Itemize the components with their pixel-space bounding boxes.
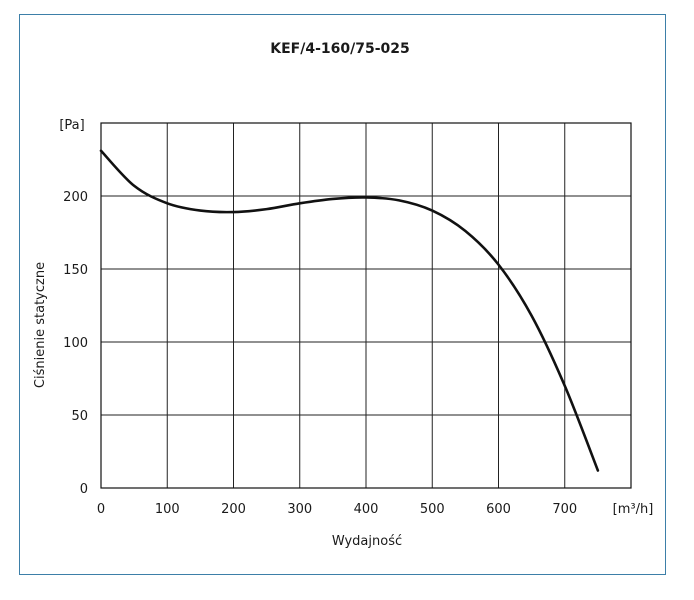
x-tick-label-500: 500 <box>420 502 445 517</box>
tick-labels: 0 100 200 300 400 500 600 700 0 50 100 150 200 <box>63 190 577 517</box>
x-tick-label-200: 200 <box>221 502 246 517</box>
x-tick-label-100: 100 <box>155 502 180 517</box>
y-tick-label-50: 50 <box>71 409 88 424</box>
x-tick-label-300: 300 <box>287 502 312 517</box>
chart-title: KEF/4-160/75-025 <box>270 41 410 57</box>
x-axis-label: Wydajność <box>332 534 402 549</box>
y-tick-label-200: 200 <box>63 190 88 205</box>
x-axis-unit: [m³/h] <box>613 502 654 517</box>
y-axis-unit: [Pa] <box>59 118 84 133</box>
x-tick-label-700: 700 <box>552 502 577 517</box>
grid-lines <box>101 123 631 488</box>
y-tick-label-100: 100 <box>63 336 88 351</box>
x-tick-label-600: 600 <box>486 502 511 517</box>
x-tick-label-400: 400 <box>354 502 379 517</box>
chart-frame: KEF/4-160/75-025 [Pa] [m³/h] Wydajność C… <box>19 14 666 575</box>
y-tick-label-150: 150 <box>63 263 88 278</box>
y-tick-label-0: 0 <box>80 482 88 497</box>
series-layer <box>101 151 598 471</box>
x-tick-label-0: 0 <box>97 502 105 517</box>
y-axis-label: Ciśnienie statyczne <box>33 262 48 388</box>
chart-plot: KEF/4-160/75-025 [Pa] [m³/h] Wydajność C… <box>20 15 667 576</box>
series-line-0 <box>101 151 598 471</box>
